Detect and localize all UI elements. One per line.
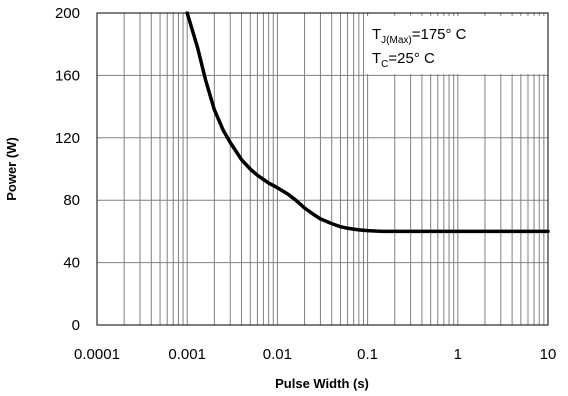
legend-tj-value: =175° C [412,26,467,43]
y-tick-label: 40 [63,255,80,272]
series-layer [185,11,550,234]
grid [97,13,548,325]
y-tick-label: 0 [72,317,80,334]
x-tick-label: 1 [454,346,462,363]
y-tick-label: 160 [55,67,80,84]
legend-tj-subscript: J(Max) [381,35,412,46]
legend-tc-subscript: C [381,59,388,70]
legend-line-tc: TC=25° C [372,50,435,70]
x-tick-label: 0.1 [357,346,378,363]
x-axis-title: Pulse Width (s) [275,376,369,391]
legend: TJ(Max)=175° C TC=25° C [365,16,545,74]
legend-tj-symbol: T [372,26,381,43]
x-tick-label: 10 [540,346,557,363]
x-tick-label: 0.0001 [74,346,120,363]
x-tick-label: 0.001 [168,346,206,363]
tick-labels: 0.0001 0.001 0.01 0.1 1 10 0 40 80 120 160 200 [55,5,556,363]
series-line [185,11,550,234]
x-tick-label: 0.01 [263,346,292,363]
legend-tc-symbol: T [372,50,381,67]
legend-tc-value: =25° C [388,50,435,67]
y-axis-title: Power (W) [4,137,19,201]
plot-frame [96,12,549,326]
y-tick-label: 80 [63,192,80,209]
y-tick-label: 120 [55,130,80,147]
legend-line-tj: TJ(Max)=175° C [372,26,467,46]
y-tick-label: 200 [55,5,80,22]
legend-box [365,16,545,74]
